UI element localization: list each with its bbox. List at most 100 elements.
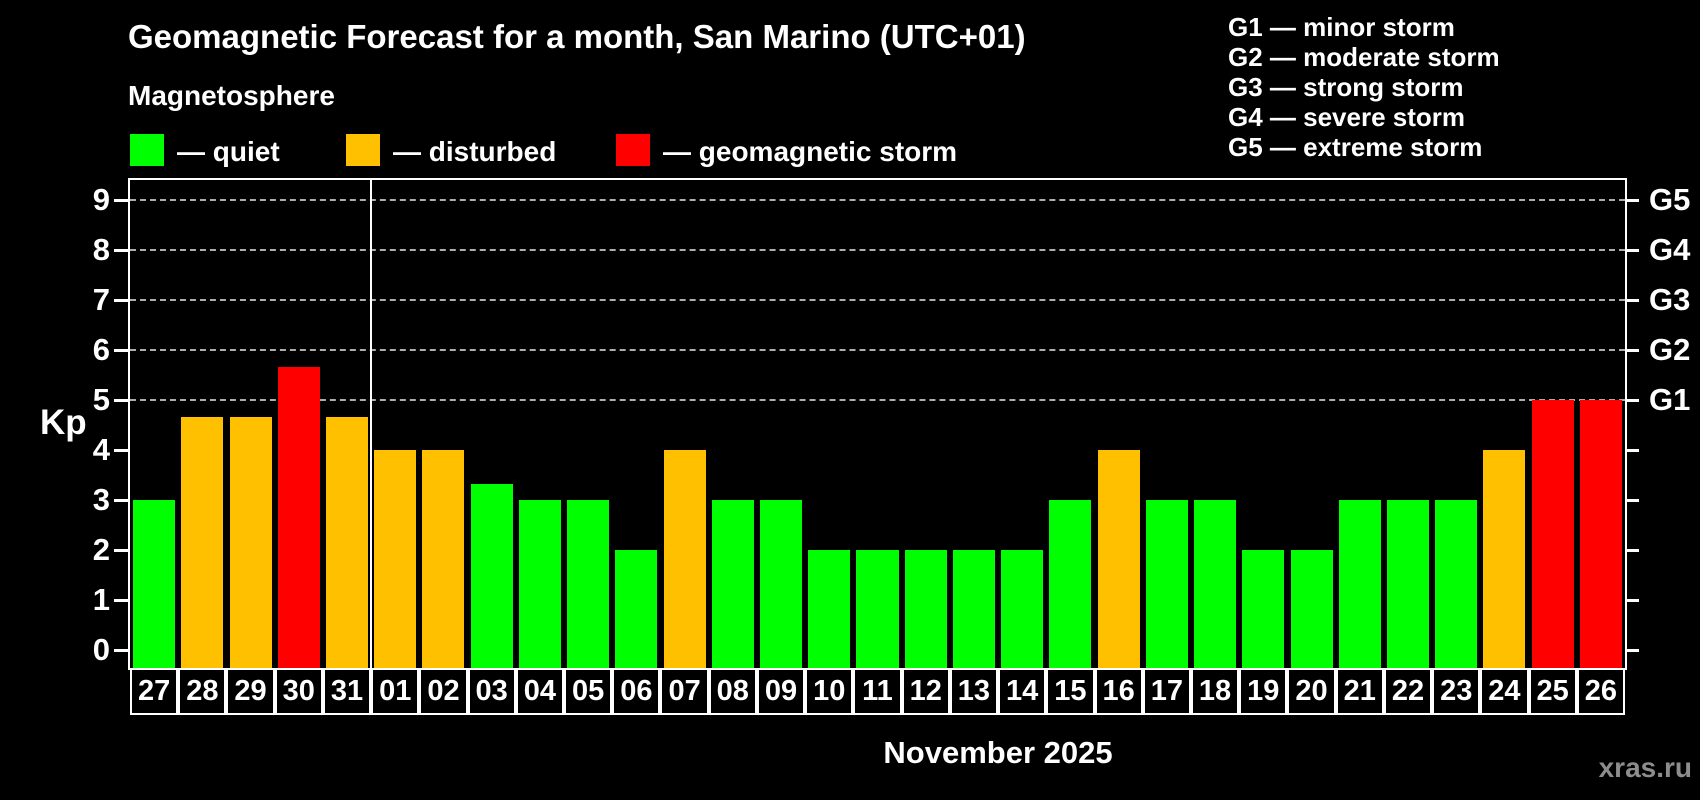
bar-day-16 bbox=[1097, 450, 1140, 668]
y-axis-label: 8 bbox=[92, 232, 110, 267]
day-label: 04 bbox=[515, 668, 565, 715]
y-axis-tick-left bbox=[114, 598, 128, 602]
y-axis-tick-left bbox=[114, 248, 128, 252]
y-axis-tick-left bbox=[114, 448, 128, 452]
bar-day-31 bbox=[326, 416, 369, 668]
bar-day-19 bbox=[1242, 550, 1285, 668]
day-label: 22 bbox=[1383, 668, 1433, 715]
y-axis-label: 9 bbox=[92, 182, 110, 218]
y-axis-tick-right bbox=[1625, 398, 1639, 402]
day-label: 24 bbox=[1480, 668, 1529, 715]
g-axis-label: G3 bbox=[1649, 282, 1691, 317]
day-label: 07 bbox=[660, 668, 709, 715]
day-label: 08 bbox=[708, 668, 757, 715]
legend-swatch-disturbed bbox=[346, 134, 380, 166]
g-axis-label: G5 bbox=[1649, 182, 1691, 218]
day-label: 30 bbox=[274, 668, 323, 715]
day-label: 20 bbox=[1287, 668, 1336, 715]
gridline-kp6 bbox=[130, 349, 1625, 351]
day-label: 15 bbox=[1046, 668, 1095, 715]
day-label: 14 bbox=[998, 668, 1047, 715]
day-label: 28 bbox=[178, 668, 227, 715]
day-label: 18 bbox=[1190, 668, 1240, 715]
y-axis-tick-right bbox=[1625, 498, 1639, 502]
day-label: 25 bbox=[1528, 668, 1577, 715]
y-axis-tick-right bbox=[1625, 598, 1639, 602]
bar-day-29 bbox=[229, 416, 272, 668]
day-label: 09 bbox=[756, 668, 806, 715]
month-separator-line bbox=[370, 180, 373, 668]
day-label: 10 bbox=[805, 668, 854, 715]
legend-label-disturbed: — disturbed bbox=[393, 136, 557, 167]
g-legend-line: G3 — strong storm bbox=[1228, 72, 1464, 102]
g-axis-label: G1 bbox=[1649, 382, 1691, 417]
bar-day-21 bbox=[1338, 500, 1381, 668]
y-axis-tick-right bbox=[1625, 248, 1639, 252]
day-label: 29 bbox=[226, 668, 275, 715]
y-axis-label: 6 bbox=[92, 332, 110, 367]
y-axis-tick-left bbox=[114, 398, 128, 402]
bar-day-24 bbox=[1483, 450, 1526, 668]
x-axis-month-label: November 2025 bbox=[883, 735, 1113, 770]
bar-day-30 bbox=[277, 366, 320, 668]
bar-day-09 bbox=[760, 500, 803, 668]
day-label: 13 bbox=[949, 668, 999, 715]
chart-title: Geomagnetic Forecast for a month, San Ma… bbox=[128, 18, 1026, 55]
day-label: 23 bbox=[1432, 668, 1481, 715]
bar-day-08 bbox=[711, 500, 754, 668]
day-label: 02 bbox=[419, 668, 468, 715]
day-label: 05 bbox=[564, 668, 613, 715]
bar-day-23 bbox=[1435, 500, 1478, 668]
y-axis-label: 0 bbox=[92, 632, 110, 667]
y-axis-tick-left bbox=[114, 498, 128, 502]
g-legend-line: G1 — minor storm bbox=[1228, 12, 1455, 42]
bar-day-17 bbox=[1145, 500, 1188, 668]
bar-day-14 bbox=[1001, 550, 1044, 668]
y-axis-label: 5 bbox=[92, 382, 110, 417]
legend-swatch-storm bbox=[616, 134, 650, 166]
bar-day-06 bbox=[615, 550, 658, 668]
g-axis-label: G2 bbox=[1649, 332, 1691, 367]
chart-subtitle: Magnetosphere bbox=[128, 80, 335, 111]
day-label: 26 bbox=[1576, 668, 1625, 715]
y-axis-label: 4 bbox=[92, 432, 110, 467]
x-axis-day-labels: 27 28 29 30 31 01 02 03 04 05 06 07 08 09 10 11 12 13 14 15… bbox=[130, 668, 1625, 715]
bar-day-13 bbox=[952, 550, 995, 668]
y-axis-tick-right bbox=[1625, 348, 1639, 352]
watermark: xras.ru bbox=[1598, 752, 1692, 783]
legend-swatch-quiet bbox=[130, 134, 164, 166]
day-label: 31 bbox=[322, 668, 372, 715]
y-axis-tick-right bbox=[1625, 298, 1639, 302]
day-label: 21 bbox=[1335, 668, 1384, 715]
day-label: 17 bbox=[1142, 668, 1191, 715]
plot-area: 0 1 2 3 4 5 6 7 8 9 G1 G2 G3 G4 G5 bbox=[93, 178, 1690, 670]
y-axis-tick-left bbox=[114, 648, 128, 652]
g-legend-line: G5 — extreme storm bbox=[1228, 132, 1483, 162]
day-label: 03 bbox=[467, 668, 516, 715]
bar-day-15 bbox=[1049, 500, 1092, 668]
bar-day-11 bbox=[856, 550, 899, 668]
gridline-kp5 bbox=[130, 399, 1625, 401]
g-axis-label: G4 bbox=[1649, 232, 1691, 267]
y-axis-tick-right bbox=[1625, 648, 1639, 652]
y-axis-tick-left bbox=[114, 348, 128, 352]
bar-day-10 bbox=[808, 550, 851, 668]
gridline-kp8 bbox=[130, 249, 1625, 251]
bar-day-07 bbox=[663, 450, 706, 668]
gridline-kp9 bbox=[130, 199, 1625, 201]
gridline-kp7 bbox=[130, 299, 1625, 301]
y-axis-tick-right bbox=[1625, 548, 1639, 552]
bar-day-25 bbox=[1531, 400, 1574, 668]
bar-day-18 bbox=[1194, 500, 1237, 668]
day-label: 12 bbox=[901, 668, 950, 715]
day-label: 11 bbox=[853, 668, 902, 715]
y-axis-tick-right bbox=[1625, 198, 1639, 202]
day-label: 06 bbox=[612, 668, 661, 715]
g-legend-line: G2 — moderate storm bbox=[1228, 42, 1500, 72]
bar-day-05 bbox=[567, 500, 610, 668]
bar-day-28 bbox=[181, 416, 224, 668]
bar-day-04 bbox=[518, 500, 561, 668]
day-label: 01 bbox=[371, 668, 420, 715]
legend-label-quiet: — quiet bbox=[177, 136, 280, 167]
